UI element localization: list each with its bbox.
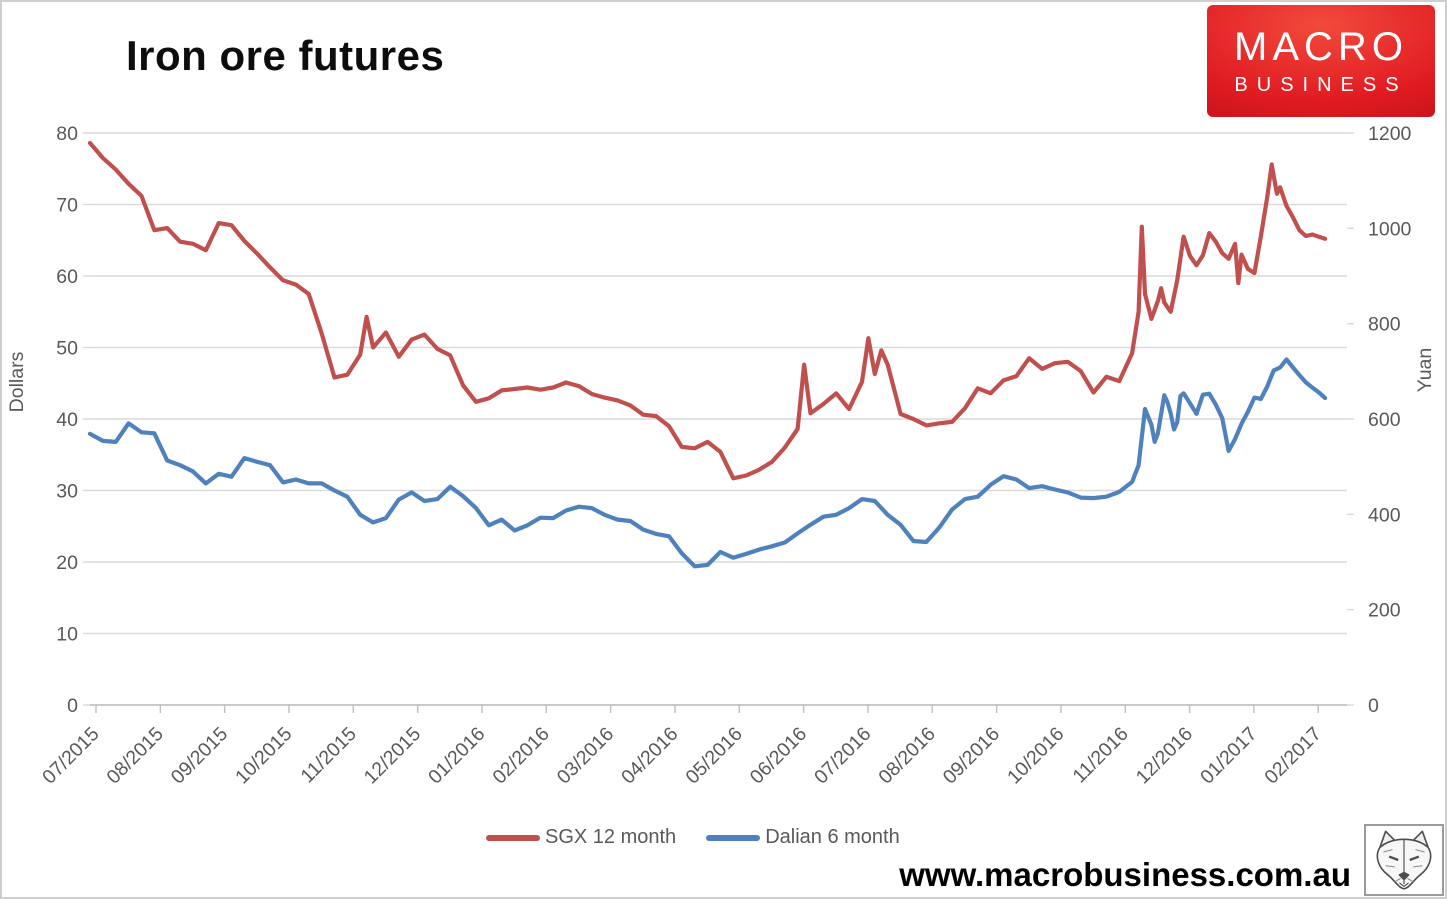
x-axis-tick-label: 02/2017 xyxy=(1260,723,1325,788)
iron-ore-futures-chart: 0102030405060708002004006008001000120007… xyxy=(6,123,1436,789)
x-axis-tick-label: 09/2016 xyxy=(939,723,1004,788)
sgx-12-month-line xyxy=(87,140,1328,481)
right-axis-tick-label: 400 xyxy=(1368,504,1401,526)
legend-item-sgx: SGX 12 month xyxy=(486,826,676,849)
x-axis-tick-label: 11/2016 xyxy=(1068,723,1132,787)
legend-label-sgx: SGX 12 month xyxy=(545,826,677,848)
left-axis-tick-label: 10 xyxy=(56,624,78,646)
website-url: www.macrobusiness.com.au xyxy=(899,856,1351,893)
x-axis-tick-label: 08/2015 xyxy=(102,723,168,789)
x-axis-tick-label: 06/2016 xyxy=(746,723,811,788)
x-axis-tick-label: 08/2016 xyxy=(874,723,939,788)
dalian-line-swatch-icon xyxy=(706,834,761,841)
left-axis-tick-label: 80 xyxy=(56,123,78,145)
left-axis-tick-label: 40 xyxy=(56,409,78,431)
x-axis-tick-label: 09/2015 xyxy=(167,723,233,789)
left-axis-tick-label: 60 xyxy=(56,266,78,288)
x-axis-tick-label: 11/2015 xyxy=(296,723,360,787)
x-axis-tick-label: 01/2017 xyxy=(1196,723,1261,788)
chart-legend: SGX 12 month Dalian 6 month xyxy=(486,826,900,849)
dalian-6-month-line xyxy=(87,357,1328,569)
fox-sketch-icon xyxy=(1376,830,1432,890)
x-axis-tick-label: 03/2016 xyxy=(553,723,618,788)
right-axis-tick-label: 1000 xyxy=(1368,218,1412,240)
right-axis-tick-label: 0 xyxy=(1368,695,1379,717)
macrobusiness-logo: MACRO BUSINESS xyxy=(1207,5,1435,117)
left-axis-tick-label: 30 xyxy=(56,481,78,503)
left-axis-title: Dollars xyxy=(6,351,28,412)
left-axis-tick-label: 50 xyxy=(56,338,78,360)
right-axis-title: Yuan xyxy=(1414,348,1436,392)
x-axis-tick-label: 12/2016 xyxy=(1132,723,1197,788)
x-axis-tick-label: 12/2015 xyxy=(360,723,426,789)
right-axis-tick-label: 600 xyxy=(1368,409,1401,431)
x-axis-tick-label: 07/2015 xyxy=(38,723,104,789)
sgx-line-swatch-icon xyxy=(486,834,540,841)
legend-label-dalian: Dalian 6 month xyxy=(765,826,900,848)
x-axis-tick-label: 05/2016 xyxy=(681,723,746,788)
page-title: Iron ore futures xyxy=(126,32,445,79)
logo-line2: BUSINESS xyxy=(1234,74,1408,96)
fox-logo xyxy=(1364,824,1444,896)
right-axis-tick-label: 200 xyxy=(1368,600,1401,622)
legend-item-dalian: Dalian 6 month xyxy=(706,826,900,849)
x-axis-tick-label: 02/2016 xyxy=(488,723,553,788)
left-axis-tick-label: 0 xyxy=(67,695,78,717)
x-axis-tick-label: 10/2016 xyxy=(1003,723,1068,788)
logo-line1: MACRO xyxy=(1234,25,1408,69)
x-axis-tick-label: 07/2016 xyxy=(810,723,875,788)
x-axis-tick-label: 10/2015 xyxy=(231,723,297,789)
right-axis-tick-label: 1200 xyxy=(1368,123,1412,145)
left-axis-tick-label: 20 xyxy=(56,552,78,574)
x-axis-tick-label: 04/2016 xyxy=(617,723,682,788)
left-axis-tick-label: 70 xyxy=(56,195,78,217)
right-axis-tick-label: 800 xyxy=(1368,314,1401,336)
x-axis-tick-label: 01/2016 xyxy=(424,723,489,788)
